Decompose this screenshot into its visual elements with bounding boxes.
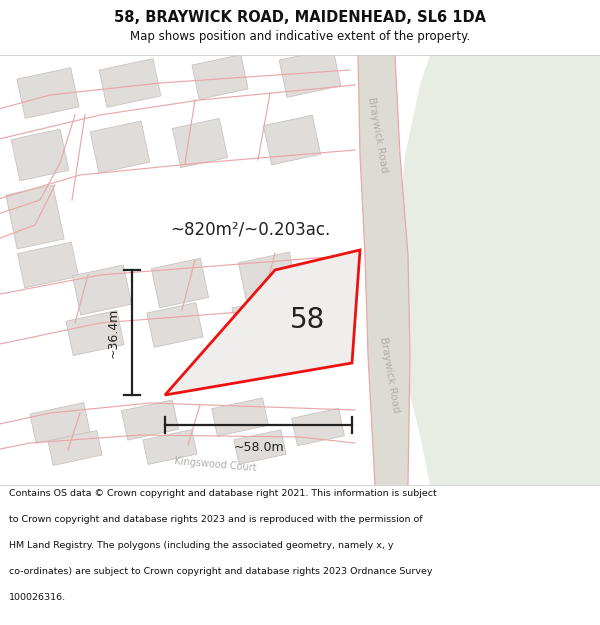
Bar bbox=[6, 185, 64, 249]
Text: ~58.0m: ~58.0m bbox=[233, 441, 284, 454]
Text: Kingswood Court: Kingswood Court bbox=[173, 456, 256, 474]
Bar bbox=[66, 311, 124, 356]
Bar bbox=[232, 298, 288, 343]
Bar bbox=[99, 59, 161, 108]
Bar bbox=[73, 265, 131, 315]
Bar bbox=[17, 242, 79, 288]
Text: 58: 58 bbox=[290, 306, 326, 334]
Bar bbox=[151, 258, 209, 308]
Bar bbox=[143, 429, 197, 464]
Bar bbox=[121, 400, 179, 440]
Polygon shape bbox=[395, 55, 600, 485]
Text: Map shows position and indicative extent of the property.: Map shows position and indicative extent… bbox=[130, 30, 470, 43]
Text: Braywick Road: Braywick Road bbox=[367, 96, 389, 174]
Bar bbox=[17, 68, 79, 118]
Bar bbox=[234, 430, 286, 464]
Text: ~36.4m: ~36.4m bbox=[107, 308, 120, 358]
Text: co-ordinates) are subject to Crown copyright and database rights 2023 Ordnance S: co-ordinates) are subject to Crown copyr… bbox=[9, 567, 433, 576]
Text: Contains OS data © Crown copyright and database right 2021. This information is : Contains OS data © Crown copyright and d… bbox=[9, 489, 437, 498]
Bar bbox=[238, 252, 298, 302]
Bar bbox=[11, 129, 69, 181]
Bar bbox=[172, 119, 227, 168]
Bar bbox=[147, 302, 203, 348]
Bar bbox=[279, 49, 341, 98]
Polygon shape bbox=[165, 250, 360, 395]
Text: Braywick Road: Braywick Road bbox=[379, 336, 401, 414]
Bar bbox=[48, 431, 102, 466]
Text: 100026316.: 100026316. bbox=[9, 592, 66, 602]
Bar bbox=[304, 291, 356, 335]
Bar bbox=[263, 115, 320, 165]
Bar bbox=[90, 121, 150, 173]
Bar bbox=[192, 54, 248, 99]
Bar bbox=[212, 398, 268, 436]
Text: 58, BRAYWICK ROAD, MAIDENHEAD, SL6 1DA: 58, BRAYWICK ROAD, MAIDENHEAD, SL6 1DA bbox=[114, 10, 486, 25]
Text: HM Land Registry. The polygons (including the associated geometry, namely x, y: HM Land Registry. The polygons (includin… bbox=[9, 541, 394, 550]
Polygon shape bbox=[358, 55, 410, 485]
Text: ~820m²/~0.203ac.: ~820m²/~0.203ac. bbox=[170, 221, 330, 239]
Bar bbox=[30, 402, 90, 443]
Text: to Crown copyright and database rights 2023 and is reproduced with the permissio: to Crown copyright and database rights 2… bbox=[9, 515, 422, 524]
Bar bbox=[292, 408, 344, 446]
